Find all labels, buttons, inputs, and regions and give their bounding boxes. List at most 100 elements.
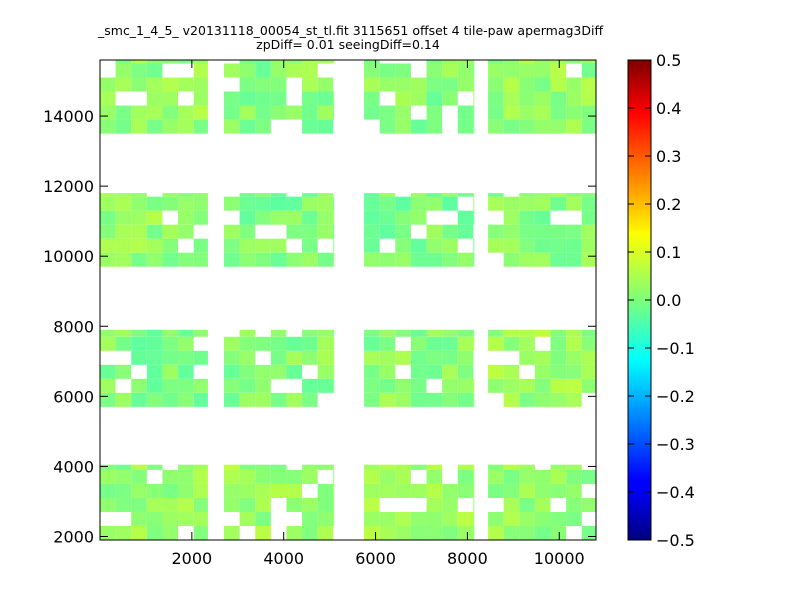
- heatmap-cell: [270, 63, 287, 78]
- heatmap-cell: [550, 336, 567, 351]
- heatmap-cell: [239, 224, 256, 239]
- heatmap-cell: [550, 224, 567, 239]
- heatmap-cell: [224, 91, 240, 106]
- heatmap-cell: [457, 350, 474, 365]
- heatmap-cell: [488, 469, 504, 484]
- heatmap-cell: [146, 105, 163, 120]
- heatmap-cell: [488, 336, 504, 351]
- heatmap-cell: [224, 497, 240, 512]
- heatmap-cell: [442, 224, 458, 239]
- heatmap-cell: [239, 336, 256, 351]
- y-tick-label: 12000: [43, 177, 94, 196]
- heatmap-cell: [146, 378, 163, 393]
- heatmap-cell: [410, 464, 427, 470]
- heatmap-cell: [566, 119, 582, 134]
- heatmap-cell: [239, 91, 256, 106]
- heatmap-cell: [270, 210, 287, 225]
- heatmap-cell: [146, 364, 163, 379]
- heatmap-cell: [178, 350, 194, 365]
- heatmap-cell: [457, 336, 474, 351]
- heatmap-cell: [426, 119, 443, 134]
- heatmap-cell: [473, 336, 475, 351]
- heatmap-cell: [488, 483, 504, 498]
- heatmap-cell: [550, 105, 567, 120]
- heatmap-cell: [395, 196, 411, 211]
- heatmap-cell: [473, 497, 475, 512]
- heatmap-cell: [146, 483, 163, 498]
- heatmap-cell: [270, 350, 287, 365]
- heatmap-cell: [317, 224, 334, 239]
- y-tick-label: 10000: [43, 247, 94, 266]
- heatmap-cell: [317, 336, 334, 351]
- heatmap-cell: [302, 63, 318, 78]
- heatmap-cell: [333, 350, 335, 365]
- heatmap-cell: [100, 196, 116, 211]
- heatmap-cell: [131, 105, 147, 120]
- heatmap-cell: [488, 464, 504, 470]
- heatmap-cell: [519, 105, 535, 120]
- heatmap-cell: [317, 511, 334, 526]
- heatmap-cell: [193, 60, 208, 64]
- heatmap-cell: [473, 77, 475, 92]
- heatmap-cell: [364, 336, 380, 351]
- heatmap-cell: [457, 60, 474, 64]
- colorbar-tick-label: 0.2: [656, 195, 681, 214]
- heatmap-cell: [410, 193, 427, 197]
- heatmap-cell: [457, 329, 474, 337]
- heatmap-cell: [534, 60, 551, 64]
- heatmap-cell: [162, 364, 179, 379]
- x-axis: 2000 4000 6000 8000 10000: [171, 60, 585, 568]
- heatmap-cell: [379, 63, 396, 78]
- heatmap-cell: [100, 119, 116, 134]
- heatmap-cell: [519, 464, 535, 470]
- heatmap-cell: [162, 378, 179, 393]
- x-tick-label: 2000: [171, 549, 212, 568]
- heatmap-cell: [581, 224, 596, 239]
- heatmap-cell: [255, 119, 271, 134]
- heatmap-cell: [426, 497, 443, 512]
- heatmap-cell: [534, 91, 551, 106]
- heatmap-cell: [115, 238, 132, 253]
- heatmap-cell: [255, 392, 271, 407]
- heatmap-cell: [178, 392, 194, 407]
- heatmap-cell: [519, 91, 535, 106]
- heatmap-cell: [426, 77, 443, 92]
- heatmap-cell: [364, 91, 380, 106]
- heatmap-cell: [519, 210, 535, 225]
- heatmap-cell: [317, 105, 334, 120]
- heatmap-cell: [255, 63, 271, 78]
- heatmap-cell: [146, 60, 163, 64]
- heatmap-cell: [115, 525, 132, 540]
- heatmap-cell: [255, 60, 271, 64]
- heatmap-cell: [566, 329, 582, 337]
- heatmap-cell: [473, 469, 475, 484]
- heatmap-cell: [473, 238, 475, 253]
- heatmap-cell: [566, 105, 582, 120]
- heatmap-cell: [162, 193, 179, 197]
- heatmap-cell: [473, 193, 475, 197]
- heatmap-cell: [503, 119, 520, 134]
- heatmap-cell: [519, 77, 535, 92]
- heatmap-cell: [364, 60, 380, 64]
- heatmap-cell: [178, 364, 194, 379]
- heatmap-cell: [193, 196, 208, 211]
- heatmap-cell: [115, 210, 132, 225]
- heatmap-cell: [473, 60, 475, 64]
- heatmap-cell: [488, 238, 504, 253]
- heatmap-cell: [395, 91, 411, 106]
- heatmap-cell: [581, 497, 596, 512]
- heatmap-cell: [302, 252, 318, 267]
- heatmap-cell: [410, 392, 427, 407]
- heatmap-cell: [534, 77, 551, 92]
- heatmap-cell: [131, 119, 147, 134]
- heatmap-cell: [302, 497, 318, 512]
- heatmap-cell: [566, 60, 582, 64]
- heatmap-cell: [317, 91, 334, 106]
- heatmap-cell: [550, 469, 567, 484]
- heatmap-cell: [162, 511, 179, 526]
- heatmap-cell: [115, 224, 132, 239]
- heatmap-cell: [364, 329, 380, 337]
- heatmap-cell: [100, 252, 116, 267]
- heatmap-cell: [457, 119, 474, 134]
